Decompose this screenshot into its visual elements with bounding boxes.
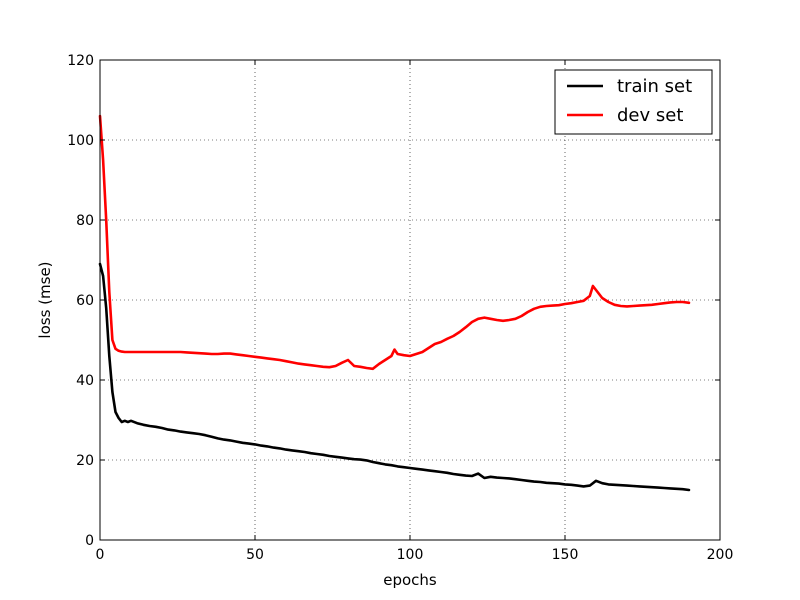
x-tick-label: 0 (96, 547, 105, 563)
x-tick-label: 200 (707, 547, 734, 563)
y-tick-label: 40 (76, 373, 94, 389)
y-axis-label: loss (mse) (36, 261, 54, 338)
y-tick-label: 80 (76, 213, 94, 229)
ticks (99, 59, 721, 541)
series-line-train-set (98, 262, 691, 492)
y-tick-label: 0 (85, 533, 94, 549)
x-tick-label: 50 (246, 547, 264, 563)
legend-label-train-set: train set (617, 76, 692, 97)
y-tick-label: 20 (76, 453, 94, 469)
y-tick-label: 120 (67, 53, 94, 69)
y-tick-label: 100 (67, 133, 94, 149)
legend: train set dev set (554, 69, 713, 135)
x-axis-label: epochs (383, 571, 437, 589)
legend-label-dev-set: dev set (617, 105, 683, 126)
series-layer (98, 114, 691, 492)
y-tick-label: 60 (76, 293, 94, 309)
series-line-dev-set (98, 114, 691, 371)
legend-box (554, 69, 713, 135)
x-tick-label: 150 (552, 547, 579, 563)
grid (100, 60, 720, 540)
x-tick-label: 100 (397, 547, 424, 563)
tick-labels: 0 50 100 150 200 0 20 40 60 80 100 120 (67, 53, 733, 563)
